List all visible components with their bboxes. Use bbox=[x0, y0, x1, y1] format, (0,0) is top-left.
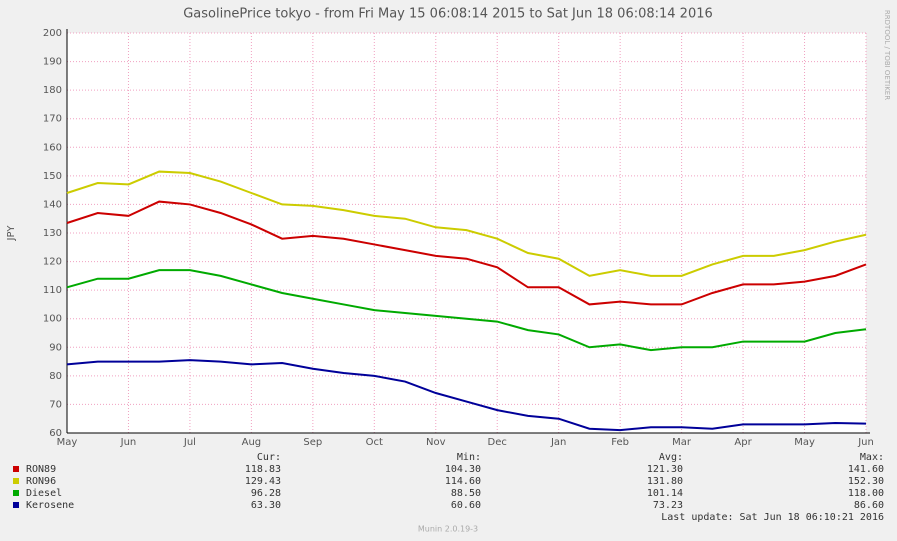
legend-stat: 129.43 bbox=[245, 476, 281, 487]
legend-stat: 86.60 bbox=[854, 500, 884, 511]
footer: Munin 2.0.19-3 bbox=[418, 525, 478, 534]
legend-stat: 141.60 bbox=[848, 464, 884, 475]
legend-stat: 88.50 bbox=[451, 488, 481, 499]
legend-stat: 101.14 bbox=[647, 488, 683, 499]
legend-name: Diesel bbox=[26, 488, 62, 499]
legend-header: Min: bbox=[457, 452, 481, 463]
legend-header: Cur: bbox=[257, 452, 281, 463]
legend-header: Avg: bbox=[659, 452, 683, 463]
x-tick-label: Aug bbox=[242, 437, 262, 448]
x-tick-label: Nov bbox=[426, 437, 446, 448]
y-tick-label: 160 bbox=[43, 142, 62, 153]
legend-header: Max: bbox=[860, 452, 884, 463]
x-tick-label: Jul bbox=[183, 437, 196, 448]
series-line bbox=[66, 170, 867, 277]
y-tick-label: 190 bbox=[43, 57, 62, 68]
legend-stat: 131.80 bbox=[647, 476, 683, 487]
y-axis-label: JPY bbox=[6, 225, 17, 242]
legend-stat: 114.60 bbox=[445, 476, 481, 487]
y-tick-label: 110 bbox=[43, 285, 62, 296]
y-tick-label: 130 bbox=[43, 228, 62, 239]
legend-stat: 118.00 bbox=[848, 488, 884, 499]
y-tick-label: 170 bbox=[43, 114, 62, 125]
legend-name: RON96 bbox=[26, 476, 56, 487]
legend-swatch bbox=[13, 502, 19, 508]
chart-title: GasolinePrice tokyo - from Fri May 15 06… bbox=[183, 7, 713, 22]
legend-name: Kerosene bbox=[26, 500, 74, 511]
x-tick-label: Feb bbox=[611, 437, 629, 448]
legend-stat: 104.30 bbox=[445, 464, 481, 475]
x-tick-label: Jun bbox=[857, 437, 874, 448]
legend-swatch bbox=[13, 478, 19, 484]
legend-stat: 60.60 bbox=[451, 500, 481, 511]
legend-swatch bbox=[13, 466, 19, 472]
last-update: Last update: Sat Jun 18 06:10:21 2016 bbox=[661, 512, 884, 523]
x-tick-label: May bbox=[794, 437, 815, 448]
x-tick-label: Sep bbox=[303, 437, 322, 448]
y-tick-label: 180 bbox=[43, 85, 62, 96]
x-tick-label: Apr bbox=[734, 437, 752, 448]
x-tick-label: Jun bbox=[120, 437, 137, 448]
x-tick-label: Mar bbox=[672, 437, 692, 448]
legend-stat: 73.23 bbox=[653, 500, 683, 511]
x-tick-label: Oct bbox=[366, 437, 383, 448]
y-tick-label: 100 bbox=[43, 314, 62, 325]
y-tick-label: 60 bbox=[49, 428, 62, 439]
y-tick-label: 150 bbox=[43, 171, 62, 182]
series-line bbox=[66, 269, 867, 352]
x-tick-label: Dec bbox=[488, 437, 507, 448]
y-tick-label: 80 bbox=[49, 371, 62, 382]
legend-stat: 63.30 bbox=[251, 500, 281, 511]
y-tick-label: 90 bbox=[49, 342, 62, 353]
series-line bbox=[66, 359, 867, 432]
legend-stat: 118.83 bbox=[245, 464, 281, 475]
legend-name: RON89 bbox=[26, 464, 56, 475]
legend-stat: 152.30 bbox=[848, 476, 884, 487]
legend-stat: 96.28 bbox=[251, 488, 281, 499]
legend-stat: 121.30 bbox=[647, 464, 683, 475]
legend-swatch bbox=[13, 490, 19, 496]
series-line bbox=[66, 200, 867, 306]
x-tick-label: Jan bbox=[550, 437, 566, 448]
y-tick-label: 70 bbox=[49, 399, 62, 410]
x-tick-label: May bbox=[57, 437, 78, 448]
side-note: RRDTOOL / TOBI OETIKER bbox=[883, 10, 891, 100]
y-tick-label: 140 bbox=[43, 199, 62, 210]
y-tick-label: 120 bbox=[43, 257, 62, 268]
y-tick-label: 200 bbox=[43, 28, 62, 39]
